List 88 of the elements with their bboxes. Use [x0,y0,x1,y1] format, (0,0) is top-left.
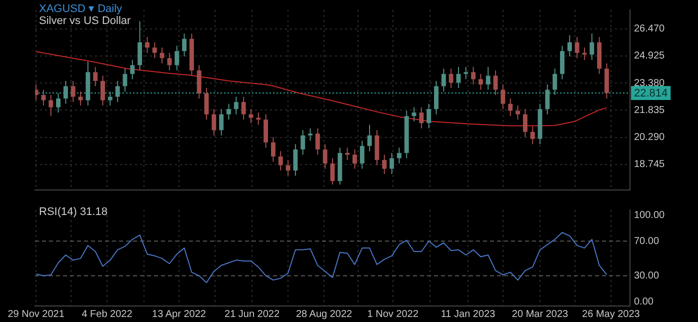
candlestick [264,114,268,148]
candlestick [234,96,238,115]
y-tick-label: 20.290 [634,132,666,144]
candlestick [278,150,283,172]
y-tick-label: 24.925 [634,50,666,62]
candlestick [300,130,306,156]
candlestick [574,36,580,59]
candlestick [360,140,364,170]
candlestick [35,84,38,101]
candlestick [41,89,46,106]
chart-title: RSI(14) 31.18 [39,206,108,218]
candlestick [145,36,150,54]
candlestick [56,92,61,114]
candlestick [108,90,112,106]
candlestick [196,64,202,100]
candlestick [486,66,490,90]
candlestick [560,45,564,80]
candlestick [93,66,98,87]
x-tick-label: 21 Jun 2022 [224,308,280,320]
candlestick [100,75,105,106]
x-tick-label: 26 May 2023 [582,308,640,320]
candlestick [441,68,446,92]
candlestick [70,80,76,103]
candlestick [322,144,328,170]
candlestick [270,136,276,162]
candlestick [160,47,164,64]
x-tick-label: 20 Mar 2023 [512,308,569,320]
y-tick-label: 26.470 [634,24,666,35]
y-tick-label: 70.00 [634,236,660,247]
x-tick-label: 1 Nov 2022 [367,308,419,320]
candlestick [226,103,231,120]
y-tick-label: 30.00 [634,270,660,282]
candlestick [567,34,572,57]
candlestick [471,66,476,85]
candlestick [174,45,180,71]
y-tick-label: 18.745 [634,159,666,170]
y-tick-label: 0.00 [634,296,654,308]
candlestick [434,80,438,115]
x-tick-label: 4 Feb 2022 [82,308,133,320]
candlestick [552,68,558,96]
candlestick [138,20,142,71]
candlestick [530,126,535,145]
candlestick [412,106,416,122]
candlestick [500,84,506,110]
candlestick [396,147,402,164]
candlestick [63,80,68,104]
candlestick [330,158,335,186]
x-tick-label: 29 Nov 2021 [8,308,65,320]
x-tick-label: 11 Jan 2023 [440,308,496,320]
candlestick [48,94,54,117]
candlestick [182,33,187,57]
candlestick [382,154,387,175]
candlestick [204,87,209,120]
candlestick [308,128,312,142]
candlestick [286,159,290,176]
ref-line-label: 22.814 [634,88,668,100]
candlestick [115,80,120,103]
candlestick [545,84,550,115]
candlestick [522,108,528,138]
candlestick [367,124,372,152]
y-tick-label: 23.380 [634,78,666,89]
chart-title: XAGUSD ▾ Daily [39,2,122,15]
y-tick-label: 100.00 [634,210,666,221]
y-tick-label: 21.835 [634,104,666,116]
x-tick-label: 28 Aug 2022 [296,308,353,320]
candlestick [219,108,224,136]
candlestick [212,108,216,136]
x-tick-label: 13 Apr 2022 [152,308,206,320]
chart-subtitle: Silver vs US Dollar [39,15,131,27]
candlestick [293,144,298,176]
candlestick [426,103,432,129]
candlestick [390,152,394,175]
candlestick [419,106,424,129]
candlestick [493,70,498,96]
candlestick [130,59,135,80]
candlestick [78,90,83,106]
candlestick [508,98,513,117]
candlestick [448,68,454,88]
candlestick [464,66,468,80]
candlestick [516,105,520,120]
candlestick [167,52,172,71]
candlestick [152,42,157,59]
candlestick [315,128,320,156]
candlestick [241,96,246,120]
candlestick [352,148,357,170]
candlestick [248,108,254,124]
candlestick [590,33,594,60]
candlestick [478,73,483,90]
